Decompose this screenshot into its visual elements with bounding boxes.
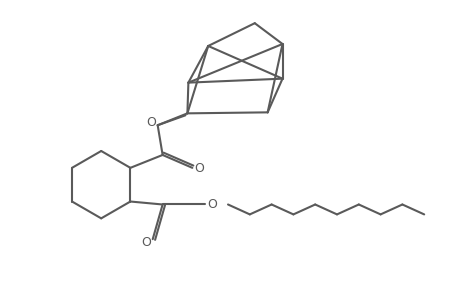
Text: O: O: [140, 236, 151, 249]
Text: O: O: [194, 162, 204, 175]
Text: O: O: [207, 198, 217, 211]
Text: O: O: [146, 116, 155, 129]
